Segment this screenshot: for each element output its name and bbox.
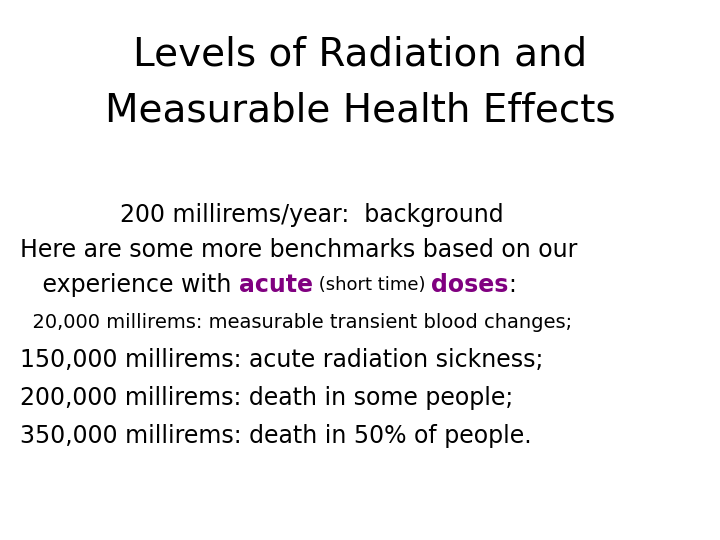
Text: (short time): (short time) [313, 276, 431, 294]
Text: acute: acute [239, 273, 313, 297]
Text: Measurable Health Effects: Measurable Health Effects [104, 91, 616, 129]
Text: experience with: experience with [20, 273, 239, 297]
Text: 20,000 millirems: measurable transient blood changes;: 20,000 millirems: measurable transient b… [20, 313, 572, 332]
Text: :: : [508, 273, 516, 297]
Text: doses: doses [431, 273, 508, 297]
Text: Levels of Radiation and: Levels of Radiation and [133, 36, 587, 74]
Text: 200 millirems/year:  background: 200 millirems/year: background [120, 203, 503, 227]
Text: 350,000 millirems: death in 50% of people.: 350,000 millirems: death in 50% of peopl… [20, 424, 531, 448]
Text: 200,000 millirems: death in some people;: 200,000 millirems: death in some people; [20, 386, 513, 410]
Text: 150,000 millirems: acute radiation sickness;: 150,000 millirems: acute radiation sickn… [20, 348, 544, 372]
Text: Here are some more benchmarks based on our: Here are some more benchmarks based on o… [20, 238, 577, 262]
